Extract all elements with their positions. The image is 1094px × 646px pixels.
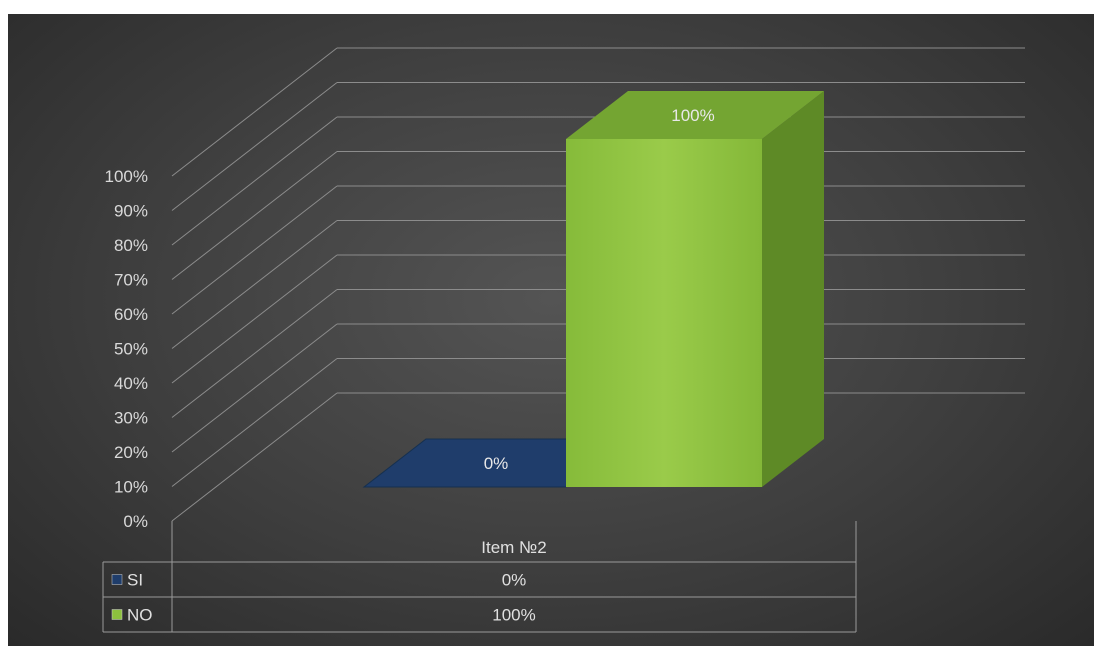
gridline-side xyxy=(171,116,338,246)
gridline-side xyxy=(171,323,338,453)
data-label: 100% xyxy=(671,106,714,125)
y-tick-label: 0% xyxy=(123,512,148,531)
y-tick-label: 70% xyxy=(114,271,148,290)
y-tick-label: 90% xyxy=(114,202,148,221)
y-axis-ticks: 0% 10% 20% 30% 40% 50% 60% 70% 80% 90% 100% xyxy=(105,167,148,531)
y-tick-label: 80% xyxy=(114,236,148,255)
gridline-side xyxy=(171,151,338,280)
gridline-side xyxy=(171,392,338,522)
y-tick-label: 100% xyxy=(105,167,148,186)
legend-swatch-no xyxy=(111,609,123,620)
gridline-side xyxy=(171,47,338,177)
bar-front-face xyxy=(566,139,762,487)
y-tick-label: 10% xyxy=(114,478,148,497)
legend-label: NO xyxy=(127,606,153,625)
y-tick-label: 20% xyxy=(114,443,148,462)
gridline-side xyxy=(171,254,338,384)
data-label: 0% xyxy=(484,454,509,473)
gridline-side xyxy=(171,220,338,349)
bars: 0% 100% xyxy=(362,91,824,488)
bar-side-face xyxy=(762,91,824,487)
gridline-side xyxy=(171,185,338,315)
data-table: Item №2 SI 0% NO 100% xyxy=(102,521,857,633)
y-tick-label: 40% xyxy=(114,374,148,393)
y-tick-label: 60% xyxy=(114,305,148,324)
bar-no xyxy=(566,91,824,487)
gridline-side xyxy=(171,358,338,487)
gridline-side xyxy=(171,82,338,211)
bar-top-face xyxy=(566,91,824,139)
gridline-side xyxy=(171,289,338,418)
table-value: 100% xyxy=(492,606,535,625)
y-tick-label: 50% xyxy=(114,340,148,359)
table-value: 0% xyxy=(502,571,527,590)
category-label: Item №2 xyxy=(481,538,546,557)
y-tick-label: 30% xyxy=(114,409,148,428)
legend-swatch-si xyxy=(111,574,123,585)
chart-area xyxy=(8,14,1094,646)
legend-label: SI xyxy=(127,571,143,590)
